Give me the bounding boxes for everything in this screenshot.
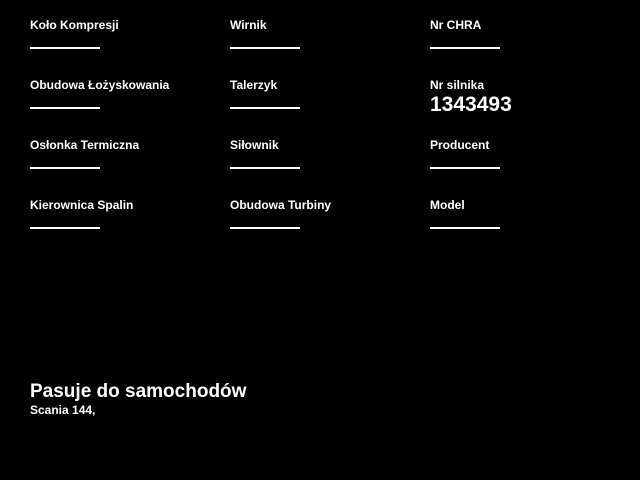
spec-fields-grid: Koło Kompresji Wirnik Nr CHRA Obudowa Ło… [30, 19, 630, 259]
field-blank-underline [30, 107, 100, 109]
field-producent: Producent [430, 139, 630, 199]
field-label: Obudowa Łożyskowania [30, 78, 170, 92]
field-kolo-kompresji: Koło Kompresji [30, 19, 230, 79]
field-obudowa-lozyskowania: Obudowa Łożyskowania [30, 79, 230, 139]
field-label: Koło Kompresji [30, 18, 119, 32]
field-blank-underline [30, 167, 100, 169]
field-blank-underline [230, 107, 300, 109]
field-kierownica-spalin: Kierownica Spalin [30, 199, 230, 259]
field-label: Model [430, 198, 465, 212]
field-label: Nr CHRA [430, 18, 482, 32]
field-silownik: Siłownik [230, 139, 430, 199]
field-blank-underline [430, 47, 500, 49]
field-blank-underline [230, 47, 300, 49]
field-label: Wirnik [230, 18, 267, 32]
field-value: 1343493 [430, 93, 512, 116]
field-nr-chra: Nr CHRA [430, 19, 630, 79]
field-label: Talerzyk [230, 78, 278, 92]
field-label: Siłownik [230, 138, 279, 152]
field-blank-underline [30, 47, 100, 49]
field-model: Model [430, 199, 630, 259]
field-blank-underline [230, 167, 300, 169]
field-talerzyk: Talerzyk [230, 79, 430, 139]
field-blank-underline [230, 227, 300, 229]
field-blank-underline [430, 167, 500, 169]
field-wirnik: Wirnik [230, 19, 430, 79]
field-oslonka-termiczna: Osłonka Termiczna [30, 139, 230, 199]
field-obudowa-turbiny: Obudowa Turbiny [230, 199, 430, 259]
fits-heading: Pasuje do samochodów [30, 381, 247, 402]
field-blank-underline [430, 227, 500, 229]
field-label: Producent [430, 138, 490, 152]
field-label: Obudowa Turbiny [230, 198, 332, 212]
field-label: Osłonka Termiczna [30, 138, 140, 152]
field-blank-underline [30, 227, 100, 229]
fits-cars-list: Scania 144, [30, 403, 96, 417]
field-label: Nr silnika [430, 78, 485, 92]
field-nr-silnika: Nr silnika 1343493 [430, 79, 630, 139]
field-label: Kierownica Spalin [30, 198, 134, 212]
fits-section: Pasuje do samochodów Scania 144, [30, 381, 246, 417]
